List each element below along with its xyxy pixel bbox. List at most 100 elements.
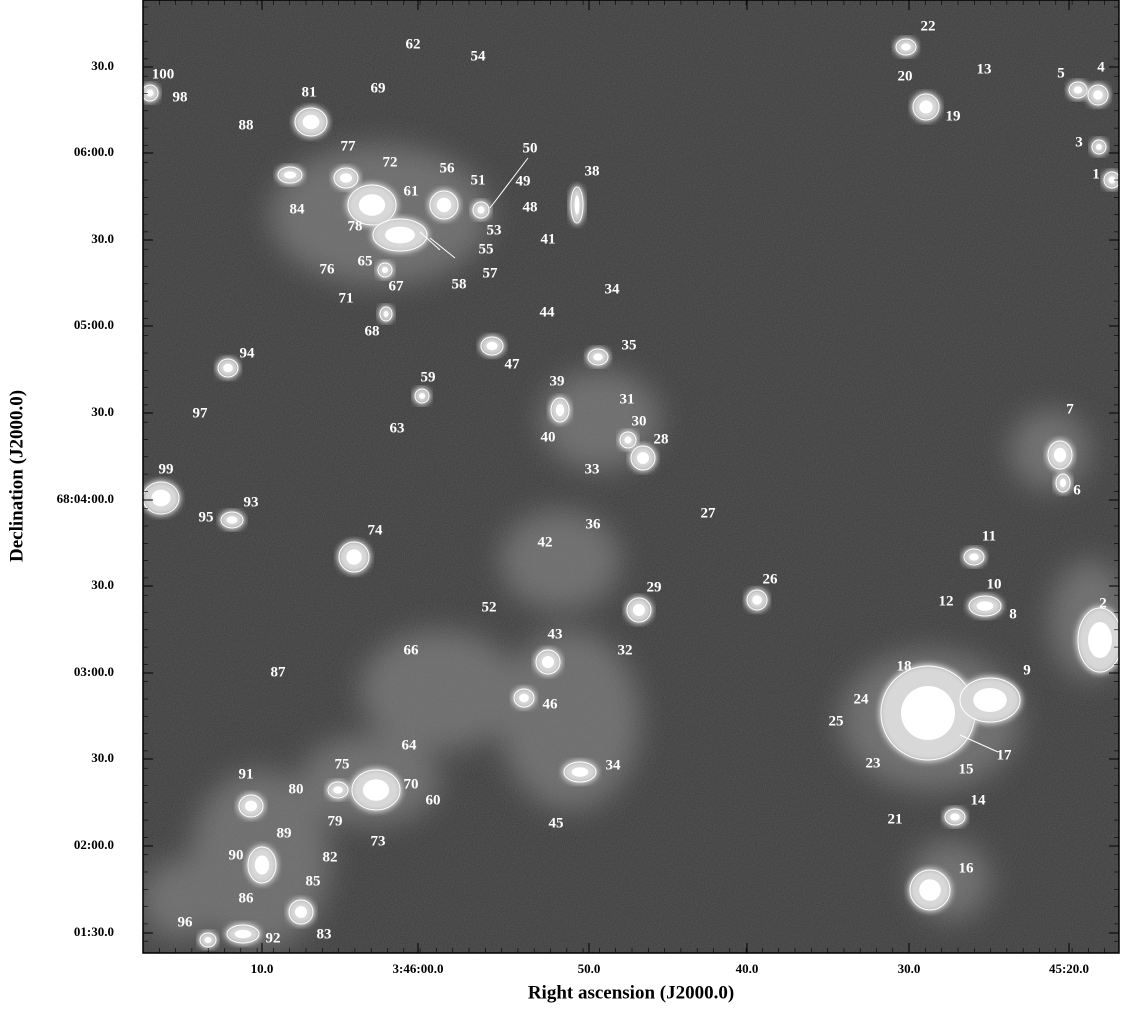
source-core [146, 89, 153, 96]
source-core [1074, 86, 1082, 93]
source-core [151, 490, 170, 507]
source-label: 7 [1066, 401, 1074, 417]
source-core [1060, 479, 1066, 487]
source-label: 75 [335, 756, 350, 772]
source-core [223, 364, 233, 372]
source-core [1093, 90, 1103, 100]
source-label: 21 [888, 811, 903, 827]
source-label: 64 [402, 737, 418, 753]
source-label: 42 [538, 534, 553, 550]
source-label: 31 [620, 391, 635, 407]
source-label: 70 [404, 776, 419, 792]
source-core [977, 601, 994, 611]
figure: 10.03:46:00.050.040.030.045:20.030.006:0… [0, 0, 1121, 1010]
source-label: 62 [406, 36, 421, 52]
source-core [477, 206, 484, 213]
source-label: 84 [290, 201, 306, 217]
source-label: 30 [632, 413, 647, 429]
source-label: 67 [389, 278, 405, 294]
source-core [919, 879, 941, 901]
source-core [284, 171, 296, 178]
source-label: 10 [987, 576, 1002, 592]
source-label: 76 [320, 261, 336, 277]
source-label: 71 [339, 290, 354, 306]
source-label: 90 [229, 847, 244, 863]
source-label: 95 [199, 509, 214, 525]
source-core [346, 549, 362, 565]
source-core [901, 686, 955, 740]
source-core [901, 43, 911, 50]
source-label: 56 [440, 160, 456, 176]
source-core [235, 930, 252, 938]
source-core [227, 516, 238, 523]
source-label: 25 [829, 713, 844, 729]
source-label: 39 [550, 373, 565, 389]
source-label: 43 [548, 626, 563, 642]
x-tick-label: 50.0 [578, 961, 601, 976]
source-core [437, 198, 451, 212]
source-label: 13 [977, 61, 992, 77]
source-label: 47 [505, 356, 521, 372]
source-label: 87 [271, 664, 287, 680]
source-core [255, 855, 269, 874]
source-label: 55 [479, 241, 494, 257]
source-label: 18 [897, 658, 912, 674]
source-label: 33 [585, 461, 600, 477]
y-tick-label: 30.0 [91, 404, 114, 419]
source-label: 36 [586, 516, 602, 532]
source-label: 44 [540, 304, 556, 320]
source-label: 3 [1075, 134, 1083, 150]
y-tick-label: 02:00.0 [74, 837, 114, 852]
y-tick-label: 01:30.0 [74, 924, 114, 939]
source-label: 58 [452, 276, 467, 292]
source-label: 8 [1009, 606, 1017, 622]
source-label: 91 [239, 766, 254, 782]
source-label: 24 [854, 691, 870, 707]
source-label: 16 [959, 860, 975, 876]
source-core [487, 342, 498, 350]
source-core [542, 656, 554, 668]
source-label: 98 [173, 89, 188, 105]
source-label: 100 [152, 66, 175, 82]
source-label: 81 [302, 84, 317, 100]
source-label: 11 [982, 528, 996, 544]
source-core [572, 767, 589, 777]
source-label: 38 [585, 163, 600, 179]
source-label: 79 [328, 813, 343, 829]
source-label: 96 [178, 914, 194, 930]
source-label: 69 [371, 80, 386, 96]
source-label: 49 [516, 173, 531, 189]
source-core [340, 173, 352, 183]
source-core [384, 311, 389, 317]
source-core [633, 604, 645, 616]
source-core [419, 393, 425, 399]
source-label: 34 [606, 757, 622, 773]
source-core [1088, 622, 1112, 658]
source-label: 19 [946, 108, 961, 124]
source-label: 68 [365, 323, 380, 339]
source-core [382, 267, 388, 273]
source-core [1054, 448, 1066, 462]
source-label: 74 [368, 522, 384, 538]
y-tick-label: 30.0 [91, 58, 114, 73]
sky-image [140, 0, 1121, 953]
source-label: 28 [654, 431, 669, 447]
source-core [363, 779, 389, 801]
source-label: 61 [404, 183, 419, 199]
y-tick-label: 06:00.0 [74, 144, 114, 159]
source-core [950, 813, 960, 820]
source-label: 20 [898, 68, 913, 84]
source-label: 80 [289, 781, 304, 797]
source-label: 50 [523, 140, 538, 156]
y-tick-label: 03:00.0 [74, 664, 114, 679]
source-label: 52 [482, 599, 497, 615]
source-label: 93 [244, 494, 259, 510]
source-label: 63 [390, 420, 405, 436]
source-label: 32 [618, 642, 633, 658]
source-core [245, 801, 257, 812]
x-axis-label: Right ascension (J2000.0) [528, 982, 734, 1003]
source-label: 97 [193, 405, 209, 421]
source-label: 73 [371, 833, 386, 849]
source-label: 41 [541, 231, 556, 247]
source-label: 9 [1023, 662, 1031, 678]
